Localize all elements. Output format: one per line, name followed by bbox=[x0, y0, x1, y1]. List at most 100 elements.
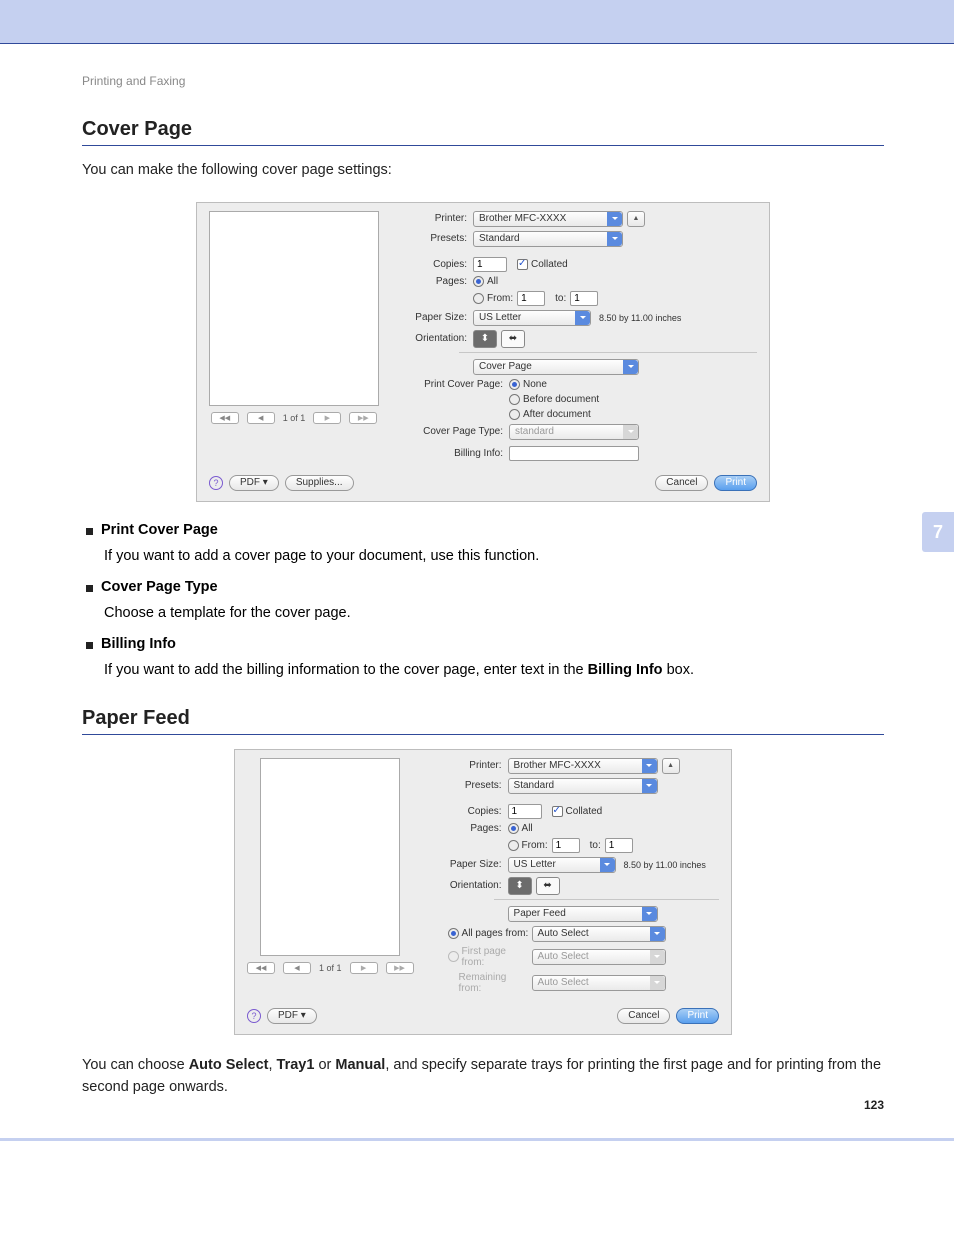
chevron-down-icon bbox=[642, 907, 657, 921]
orientation-landscape-button[interactable]: ⬌ bbox=[536, 877, 560, 895]
collated-checkbox[interactable] bbox=[552, 806, 563, 817]
collated-label: Collated bbox=[566, 806, 603, 817]
section-title-feed: Paper Feed bbox=[82, 707, 884, 735]
bullet-title: Print Cover Page bbox=[101, 522, 218, 538]
breadcrumb: Printing and Faxing bbox=[82, 74, 884, 88]
to-input[interactable] bbox=[570, 291, 598, 306]
bullet-desc: Choose a template for the cover page. bbox=[104, 603, 884, 624]
remaining-label: Remaining from: bbox=[459, 972, 532, 994]
cancel-button[interactable]: Cancel bbox=[655, 475, 708, 491]
first-page-label: First page from: bbox=[462, 946, 532, 968]
separator bbox=[459, 352, 757, 353]
to-label: to: bbox=[555, 293, 566, 304]
from-input[interactable] bbox=[517, 291, 545, 306]
orientation-label: Orientation: bbox=[389, 333, 473, 344]
cover-type-label: Cover Page Type: bbox=[389, 426, 509, 437]
preview-area bbox=[260, 758, 400, 956]
paper-dim-label: 8.50 by 11.00 inches bbox=[599, 313, 681, 323]
paper-size-label: Paper Size: bbox=[389, 312, 473, 323]
bullet-title: Cover Page Type bbox=[101, 579, 218, 595]
supplies-button[interactable]: Supplies... bbox=[285, 475, 354, 491]
copies-label: Copies: bbox=[389, 259, 473, 270]
pages-all-label: All bbox=[487, 276, 498, 287]
cover-after-radio[interactable] bbox=[509, 409, 520, 420]
from-input[interactable] bbox=[552, 838, 580, 853]
cover-none-label: None bbox=[523, 379, 547, 390]
bullet-icon bbox=[86, 642, 93, 649]
all-pages-radio[interactable] bbox=[448, 928, 459, 939]
separator bbox=[494, 899, 719, 900]
chapter-tab: 7 bbox=[922, 512, 954, 552]
nav-next-button[interactable]: ▶ bbox=[313, 412, 341, 424]
feed-dialog-wrap: ◀◀ ◀ 1 of 1 ▶ ▶▶ Printer: Brother MFC-XX… bbox=[82, 749, 884, 1035]
collapse-toggle-icon[interactable] bbox=[662, 758, 680, 774]
help-icon[interactable]: ? bbox=[209, 476, 223, 490]
section-title-cover: Cover Page bbox=[82, 118, 884, 146]
bullet-desc: If you want to add a cover page to your … bbox=[104, 546, 884, 567]
nav-next-button[interactable]: ▶ bbox=[350, 962, 378, 974]
nav-prev-button[interactable]: ◀ bbox=[283, 962, 311, 974]
nav-last-button[interactable]: ▶▶ bbox=[349, 412, 377, 424]
print-button[interactable]: Print bbox=[676, 1008, 719, 1024]
page-indicator: 1 of 1 bbox=[319, 963, 342, 973]
panel-select[interactable]: Cover Page bbox=[473, 359, 639, 375]
help-icon[interactable]: ? bbox=[247, 1009, 261, 1023]
bullet-icon bbox=[86, 528, 93, 535]
to-input[interactable] bbox=[605, 838, 633, 853]
page-number: 123 bbox=[864, 1098, 884, 1112]
presets-select[interactable]: Standard bbox=[473, 231, 623, 247]
chevron-down-icon bbox=[575, 311, 590, 325]
nav-prev-button[interactable]: ◀ bbox=[247, 412, 275, 424]
collapse-toggle-icon[interactable] bbox=[627, 211, 645, 227]
printer-select[interactable]: Brother MFC-XXXX bbox=[473, 211, 623, 227]
pages-all-radio[interactable] bbox=[473, 276, 484, 287]
chevron-down-icon bbox=[642, 759, 657, 773]
copies-label: Copies: bbox=[424, 806, 508, 817]
cover-bullet-list: Print Cover Page If you want to add a co… bbox=[82, 522, 884, 681]
print-cover-page-label: Print Cover Page: bbox=[389, 379, 509, 390]
bullet-desc: If you want to add the billing informati… bbox=[104, 660, 884, 681]
pdf-button[interactable]: PDF ▾ bbox=[229, 475, 279, 491]
pages-all-label: All bbox=[522, 823, 533, 834]
pages-range-radio[interactable] bbox=[473, 293, 484, 304]
paper-size-select[interactable]: US Letter bbox=[508, 857, 616, 873]
first-page-radio[interactable] bbox=[448, 951, 459, 962]
nav-first-button[interactable]: ◀◀ bbox=[247, 962, 275, 974]
pages-label: Pages: bbox=[389, 276, 473, 287]
orientation-portrait-button[interactable]: ⬍ bbox=[473, 330, 497, 348]
collated-checkbox[interactable] bbox=[517, 259, 528, 270]
pages-range-radio[interactable] bbox=[508, 840, 519, 851]
printer-label: Printer: bbox=[389, 213, 473, 224]
orientation-landscape-button[interactable]: ⬌ bbox=[501, 330, 525, 348]
nav-last-button[interactable]: ▶▶ bbox=[386, 962, 414, 974]
billing-input[interactable] bbox=[509, 446, 639, 461]
cover-before-label: Before document bbox=[523, 394, 599, 405]
first-page-select: Auto Select bbox=[532, 949, 666, 965]
chevron-down-icon bbox=[650, 976, 665, 990]
all-pages-select[interactable]: Auto Select bbox=[532, 926, 666, 942]
paper-dim-label: 8.50 by 11.00 inches bbox=[624, 860, 706, 870]
paper-size-label: Paper Size: bbox=[424, 859, 508, 870]
nav-first-button[interactable]: ◀◀ bbox=[211, 412, 239, 424]
collated-label: Collated bbox=[531, 259, 568, 270]
cover-type-select: standard bbox=[509, 424, 639, 440]
printer-select[interactable]: Brother MFC-XXXX bbox=[508, 758, 658, 774]
feed-outro: You can choose Auto Select, Tray1 or Man… bbox=[82, 1055, 884, 1099]
panel-select[interactable]: Paper Feed bbox=[508, 906, 658, 922]
page-indicator: 1 of 1 bbox=[283, 413, 306, 423]
presets-select[interactable]: Standard bbox=[508, 778, 658, 794]
copies-input[interactable] bbox=[473, 257, 507, 272]
paper-size-select[interactable]: US Letter bbox=[473, 310, 591, 326]
chevron-down-icon bbox=[650, 950, 665, 964]
cover-before-radio[interactable] bbox=[509, 394, 520, 405]
copies-input[interactable] bbox=[508, 804, 542, 819]
cancel-button[interactable]: Cancel bbox=[617, 1008, 670, 1024]
pages-all-radio[interactable] bbox=[508, 823, 519, 834]
footer-bar bbox=[0, 1138, 954, 1141]
print-button[interactable]: Print bbox=[714, 475, 757, 491]
pdf-button[interactable]: PDF ▾ bbox=[267, 1008, 317, 1024]
orientation-portrait-button[interactable]: ⬍ bbox=[508, 877, 532, 895]
printer-label: Printer: bbox=[424, 760, 508, 771]
cover-none-radio[interactable] bbox=[509, 379, 520, 390]
chevron-down-icon bbox=[623, 360, 638, 374]
